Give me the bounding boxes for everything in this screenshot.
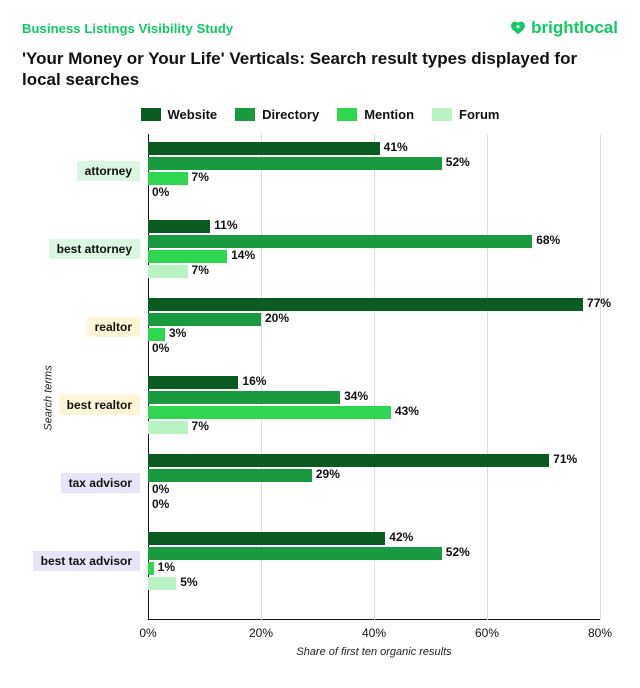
bar-value-label: 5% (180, 575, 197, 589)
page: Business Listings Visibility Study brigh… (0, 0, 640, 688)
bar (148, 298, 583, 311)
bar (148, 172, 188, 185)
legend-swatch (337, 108, 357, 121)
legend: Website Directory Mention Forum (22, 107, 618, 122)
category-label: best tax advisor (33, 551, 140, 571)
bar (148, 142, 380, 155)
x-axis-title: Share of first ten organic results (296, 646, 451, 658)
bar-value-label: 0% (152, 341, 169, 355)
bar-value-label: 42% (389, 530, 413, 544)
bar-value-label: 0% (152, 497, 169, 511)
bar-value-label: 68% (536, 233, 560, 247)
bar (148, 421, 188, 434)
chart-title: 'Your Money or Your Life' Verticals: Sea… (22, 48, 582, 91)
header-row: Business Listings Visibility Study brigh… (22, 18, 618, 38)
legend-item: Directory (235, 107, 319, 122)
study-title: Business Listings Visibility Study (22, 21, 233, 36)
brand-name: brightlocal (531, 18, 618, 38)
bar-value-label: 14% (231, 248, 255, 262)
bar (148, 313, 261, 326)
legend-label: Forum (459, 107, 499, 122)
plot-inner: Share of first ten organic results 0%20%… (148, 134, 600, 620)
bar (148, 562, 154, 575)
bar-value-label: 1% (158, 560, 175, 574)
legend-item: Website (141, 107, 218, 122)
bar-value-label: 43% (395, 404, 419, 418)
x-tick-label: 40% (362, 626, 386, 640)
plot-area: Search terms Share of first ten organic … (22, 134, 618, 662)
bar-value-label: 41% (384, 140, 408, 154)
legend-label: Website (168, 107, 218, 122)
bar-group: best tax advisor42%52%1%5% (148, 532, 600, 590)
legend-item: Mention (337, 107, 414, 122)
legend-swatch (141, 108, 161, 121)
brand-logo: brightlocal (509, 18, 618, 38)
legend-item: Forum (432, 107, 499, 122)
bar (148, 265, 188, 278)
legend-swatch (235, 108, 255, 121)
bar-value-label: 29% (316, 467, 340, 481)
bar (148, 577, 176, 590)
category-label: tax advisor (61, 473, 140, 493)
bar-value-label: 52% (446, 545, 470, 559)
bar-value-label: 0% (152, 482, 169, 496)
legend-label: Mention (364, 107, 414, 122)
bar-value-label: 16% (242, 374, 266, 388)
bar-value-label: 52% (446, 155, 470, 169)
bar-group: tax advisor71%29%0%0% (148, 454, 600, 512)
bar (148, 235, 532, 248)
x-tick-label: 60% (475, 626, 499, 640)
bar-value-label: 3% (169, 326, 186, 340)
category-label: best realtor (59, 395, 140, 415)
bar (148, 469, 312, 482)
bar-value-label: 7% (192, 170, 209, 184)
bar (148, 454, 549, 467)
bar-group: best attorney11%68%14%7% (148, 220, 600, 278)
bar (148, 220, 210, 233)
x-tick-label: 80% (588, 626, 612, 640)
x-tick-label: 20% (249, 626, 273, 640)
bar-value-label: 77% (587, 296, 611, 310)
bar (148, 406, 391, 419)
bar-value-label: 7% (192, 419, 209, 433)
gridline (600, 134, 601, 620)
bar-group: attorney41%52%7%0% (148, 142, 600, 200)
y-axis-title: Search terms (43, 365, 55, 430)
bar (148, 250, 227, 263)
bar-group: best realtor16%34%43%7% (148, 376, 600, 434)
bar (148, 157, 442, 170)
bar (148, 547, 442, 560)
legend-swatch (432, 108, 452, 121)
bar-value-label: 11% (214, 218, 237, 232)
bar-value-label: 7% (192, 263, 209, 277)
bar-value-label: 20% (265, 311, 289, 325)
category-label: realtor (87, 317, 140, 337)
bar (148, 391, 340, 404)
category-label: best attorney (49, 239, 140, 259)
bar-value-label: 0% (152, 185, 169, 199)
bar (148, 532, 385, 545)
bar-value-label: 34% (344, 389, 368, 403)
bar (148, 328, 165, 341)
category-label: attorney (77, 161, 140, 181)
x-tick-label: 0% (139, 626, 156, 640)
bar-value-label: 71% (553, 452, 577, 466)
bar (148, 376, 238, 389)
bar-group: realtor77%20%3%0% (148, 298, 600, 356)
legend-label: Directory (262, 107, 319, 122)
heart-pin-icon (509, 21, 527, 35)
